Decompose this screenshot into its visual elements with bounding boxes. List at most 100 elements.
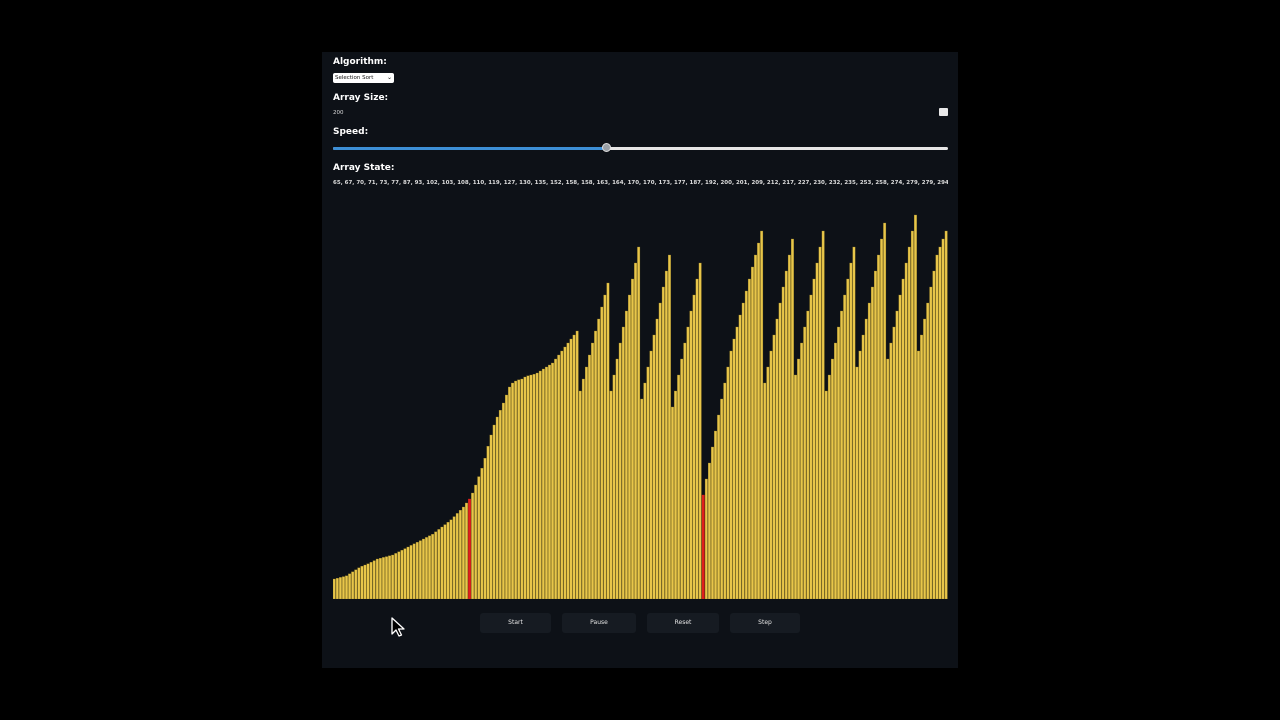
array-bar: [578, 390, 582, 599]
array-bar: [671, 406, 674, 599]
array-bar: [646, 366, 650, 599]
array-bar: [824, 390, 828, 599]
pause-button[interactable]: Pause: [562, 613, 636, 633]
speed-slider[interactable]: [333, 143, 948, 152]
array-bar: [803, 326, 807, 599]
array-bar: [461, 506, 465, 599]
array-bar: [677, 374, 681, 599]
algorithm-selected-value: Selection Sort: [335, 75, 374, 81]
array-bar: [668, 254, 671, 599]
array-bar: [581, 378, 585, 599]
array-bar: [508, 386, 511, 599]
array-bar: [532, 374, 536, 599]
array-bar: [781, 286, 785, 599]
array-bar: [357, 567, 361, 599]
array-bar: [686, 326, 690, 599]
array-bar: [689, 310, 693, 599]
array-bar: [830, 358, 834, 599]
array-size-value[interactable]: 200: [333, 110, 344, 116]
array-bar: [778, 302, 782, 599]
array-bar: [498, 410, 502, 599]
array-bar: [735, 326, 739, 599]
array-bar: [412, 543, 416, 599]
array-bar: [634, 262, 637, 599]
array-bar: [422, 538, 425, 599]
array-bar: [797, 358, 800, 599]
array-bar: [600, 306, 604, 599]
chevron-down-icon: ⌄: [386, 74, 392, 81]
array-bar: [944, 230, 948, 599]
visualizer-panel: Algorithm: Selection Sort ⌄ Array Size: …: [322, 52, 958, 668]
array-bar: [864, 318, 868, 599]
algorithm-select[interactable]: Selection Sort ⌄: [333, 73, 394, 83]
array-bar: [917, 350, 920, 599]
array-bar: [575, 330, 579, 599]
array-bar: [907, 246, 911, 599]
array-bar: [747, 278, 751, 599]
array-bar: [363, 564, 367, 599]
step-button[interactable]: Step: [730, 613, 800, 633]
array-bar: [406, 546, 410, 599]
array-bar: [471, 492, 475, 599]
array-bar: [870, 286, 874, 599]
array-bar: [382, 557, 385, 599]
array-bar: [858, 350, 862, 599]
array-bar-highlighted: [468, 498, 471, 599]
array-state-label: Array State:: [333, 163, 395, 173]
array-bar: [535, 372, 539, 599]
array-bar: [624, 310, 628, 599]
array-bar: [609, 390, 613, 599]
array-bar: [809, 294, 813, 599]
start-button[interactable]: Start: [480, 613, 551, 633]
array-bar: [557, 354, 561, 599]
array-bar: [465, 502, 468, 599]
array-bar: [794, 374, 797, 599]
array-bar: [637, 246, 641, 599]
array-bar: [741, 302, 745, 599]
array-bar: [474, 484, 478, 599]
array-bar: [434, 531, 438, 599]
array-bar: [351, 571, 355, 599]
array-bar: [538, 370, 542, 599]
array-bar: [486, 446, 490, 599]
array-bar: [335, 578, 339, 599]
array-bar: [880, 238, 883, 599]
array-bar: [415, 542, 419, 599]
array-bar: [772, 334, 776, 599]
array-bar: [477, 476, 481, 599]
array-bar: [932, 270, 936, 599]
array-bar: [812, 278, 816, 599]
array-bar: [787, 254, 791, 599]
array-bar: [612, 374, 616, 599]
array-bar: [926, 302, 930, 599]
array-bar: [711, 446, 714, 599]
reset-button[interactable]: Reset: [647, 613, 719, 633]
array-bar: [754, 254, 757, 599]
array-bar: [566, 342, 570, 599]
array-bar: [594, 330, 598, 599]
array-size-label: Array Size:: [333, 93, 389, 103]
array-bar: [935, 254, 939, 599]
array-bar: [529, 374, 533, 599]
array-bar-chart: [333, 214, 948, 599]
array-bar: [505, 394, 508, 599]
array-bar: [895, 310, 899, 599]
array-bar: [769, 350, 773, 599]
array-bar: [569, 338, 573, 599]
array-bar: [920, 334, 923, 599]
array-bar: [449, 519, 453, 599]
array-bar: [385, 556, 388, 599]
array-bar: [437, 529, 441, 599]
array-bar: [827, 374, 831, 599]
array-bar: [606, 282, 610, 599]
array-bar: [391, 554, 395, 599]
array-bar: [348, 573, 352, 599]
array-bar: [683, 342, 687, 599]
array-bar: [548, 364, 551, 599]
array-bar: [455, 513, 459, 599]
array-size-stepper[interactable]: [939, 108, 948, 116]
array-bar: [938, 246, 942, 599]
array-bar: [492, 424, 496, 599]
array-bar: [339, 577, 342, 599]
speed-slider-thumb[interactable]: [602, 143, 612, 152]
